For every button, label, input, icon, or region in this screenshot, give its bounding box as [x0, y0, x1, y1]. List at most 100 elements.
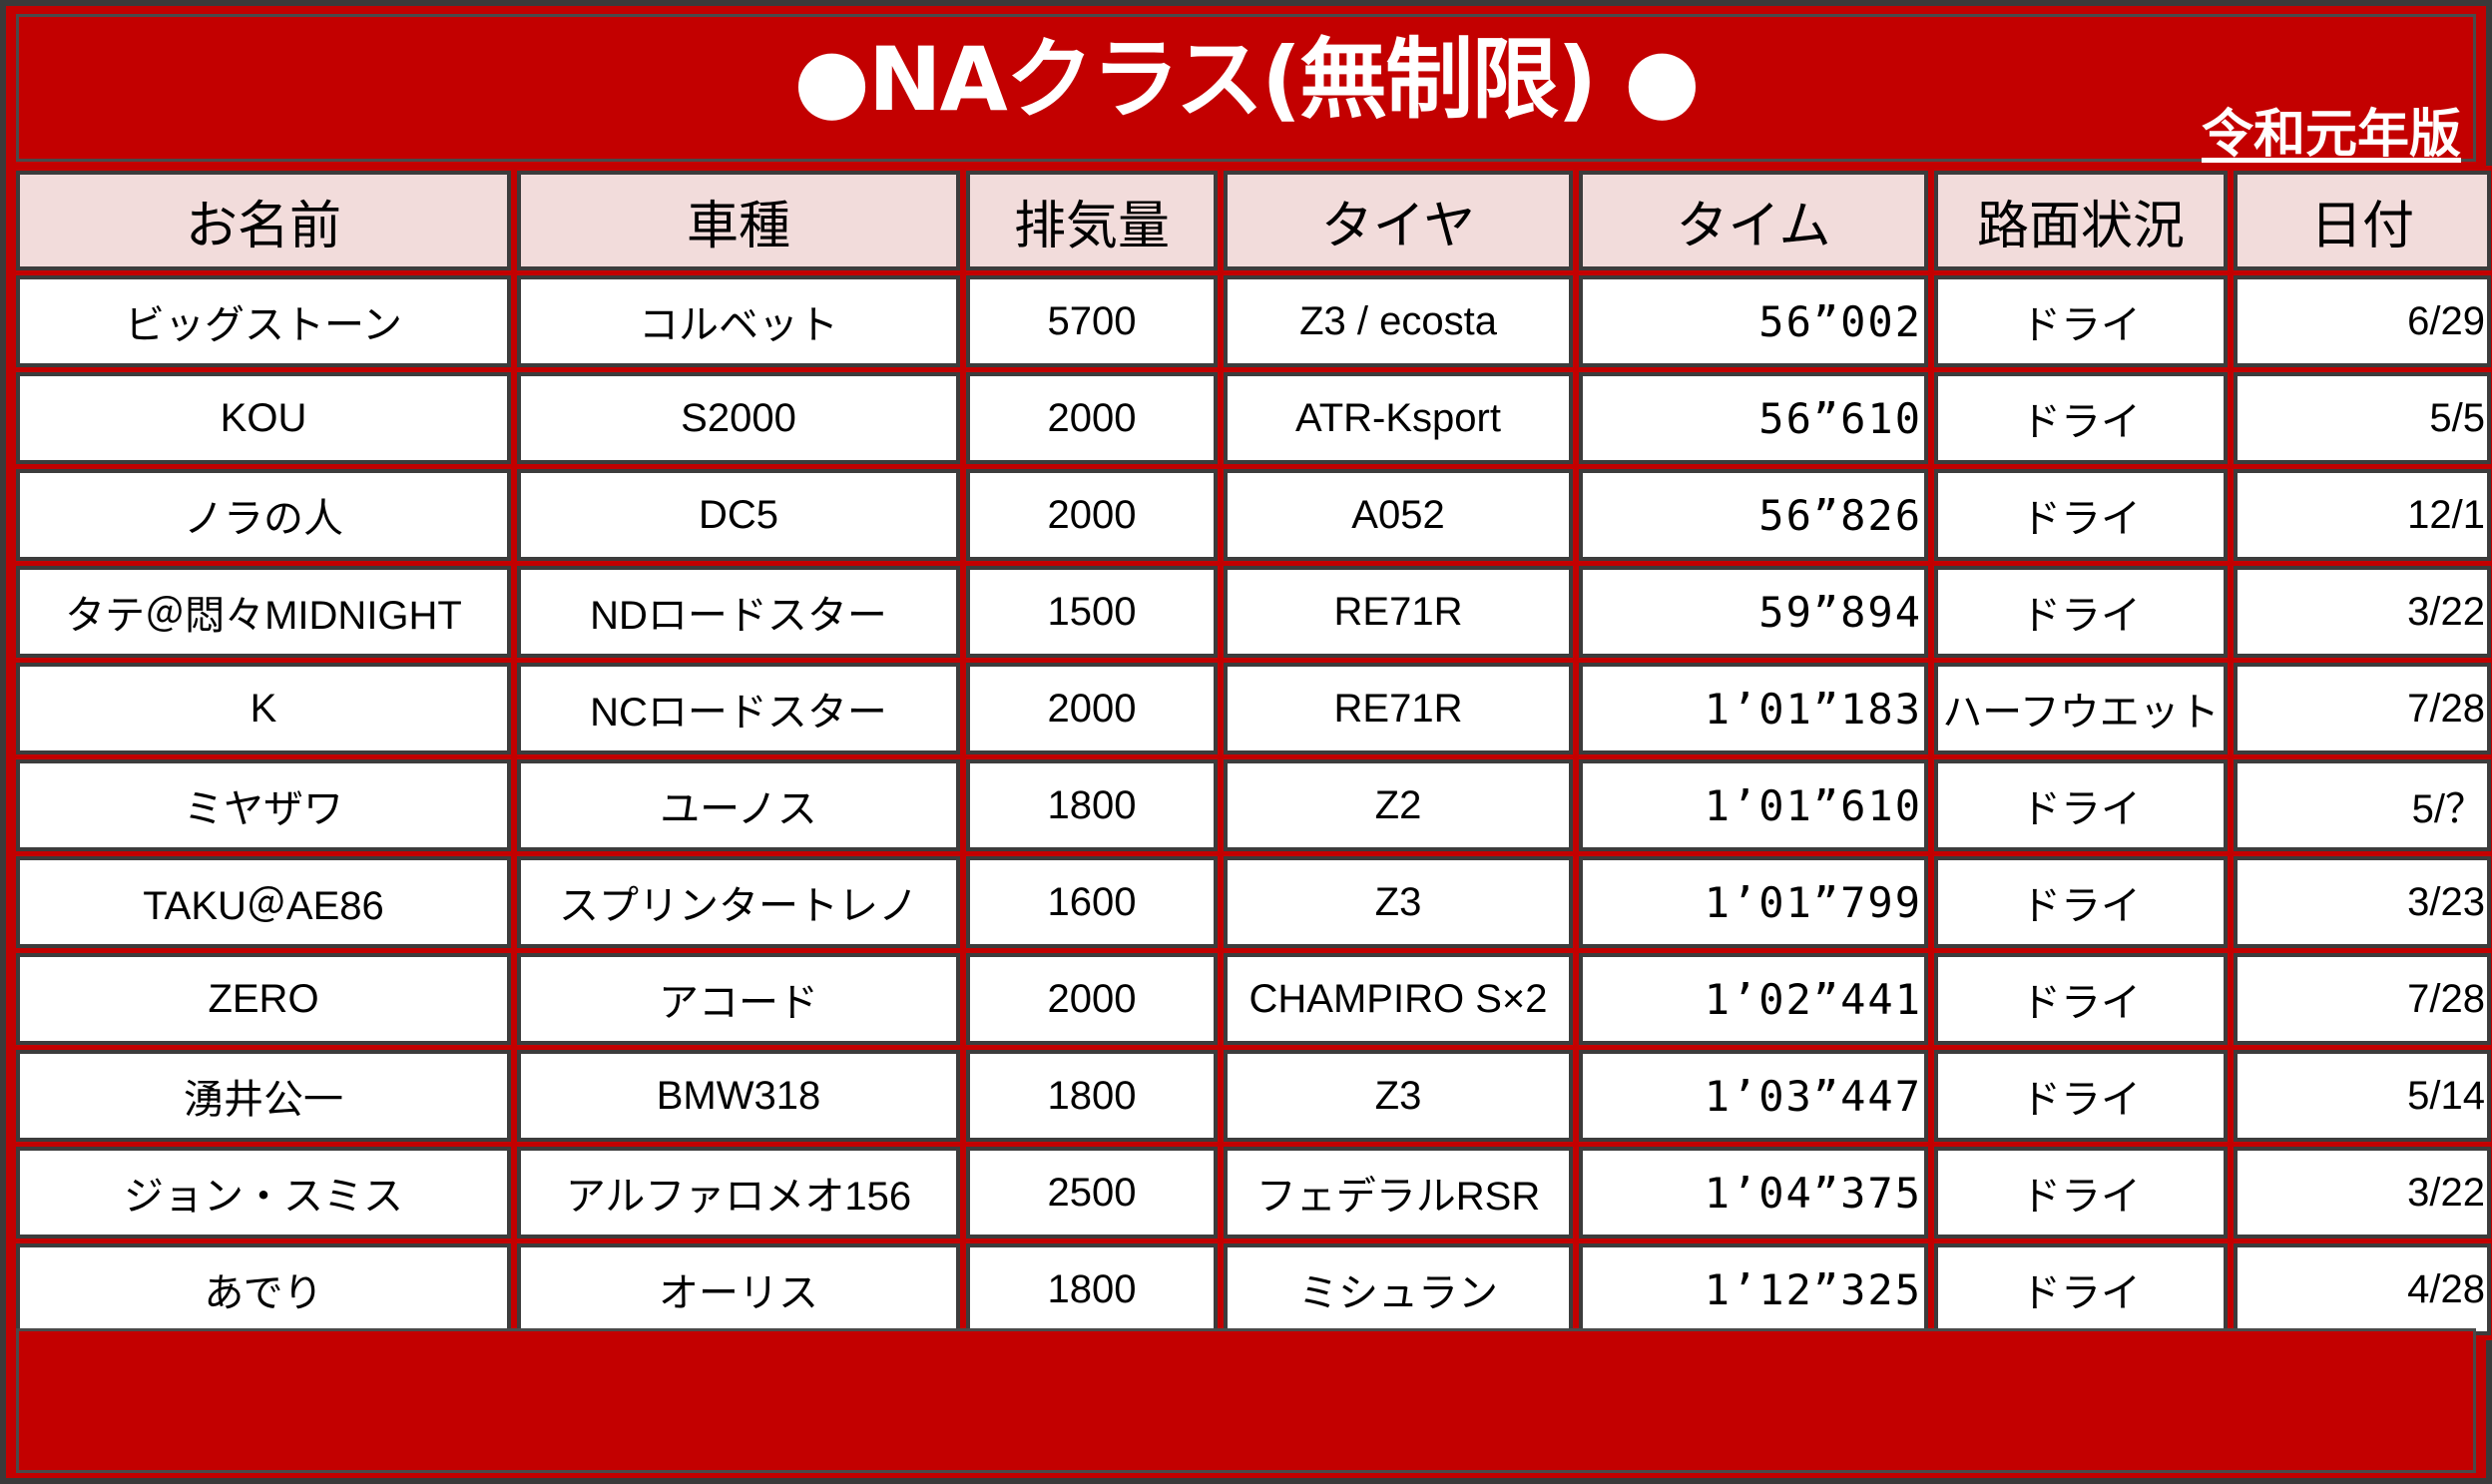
cell-surface: ドライ — [1934, 1243, 2228, 1335]
cell-date: 7/28 — [2234, 953, 2491, 1045]
table-row: ZERO アコード 2000 CHAMPIRO S×2 1’02”441 ドライ… — [16, 953, 2491, 1045]
edition-label: 令和元年版 — [2201, 105, 2461, 165]
cell-date: 3/23 — [2234, 856, 2491, 948]
cell-time: 1’03”447 — [1579, 1050, 1928, 1142]
cell-surface: ドライ — [1934, 759, 2228, 851]
cell-name: ジョン・スミス — [16, 1147, 511, 1238]
cell-date: 12/1 — [2234, 469, 2491, 561]
table-row: タテ＠悶々MIDNIGHT NDロードスター 1500 RE71R 59”894… — [16, 566, 2491, 658]
table-row: KOU S2000 2000 ATR-Ksport 56”610 ドライ 5/5 — [16, 372, 2491, 464]
cell-tire: A052 — [1224, 469, 1573, 561]
cell-date: 5/5 — [2234, 372, 2491, 464]
column-header-time: タイム — [1579, 171, 1928, 270]
cell-name: TAKU＠AE86 — [16, 856, 511, 948]
cell-displacement: 2000 — [966, 469, 1218, 561]
cell-tire: CHAMPIRO S×2 — [1224, 953, 1573, 1045]
cell-name: タテ＠悶々MIDNIGHT — [16, 566, 511, 658]
column-header-car: 車種 — [517, 171, 960, 270]
cell-car: NDロードスター — [517, 566, 960, 658]
cell-displacement: 1800 — [966, 1050, 1218, 1142]
footer-banner — [16, 1328, 2476, 1473]
cell-name: ZERO — [16, 953, 511, 1045]
column-header-displacement: 排気量 — [966, 171, 1218, 270]
cell-time: 1’04”375 — [1579, 1147, 1928, 1238]
cell-car: アルファロメオ156 — [517, 1147, 960, 1238]
cell-car: BMW318 — [517, 1050, 960, 1142]
table-header-row: お名前 車種 排気量 タイヤ タイム 路面状況 日付 — [16, 171, 2491, 270]
table-row: 湧井公一 BMW318 1800 Z3 1’03”447 ドライ 5/14 — [16, 1050, 2491, 1142]
cell-tire: Z2 — [1224, 759, 1573, 851]
cell-time: 59”894 — [1579, 566, 1928, 658]
cell-car: オーリス — [517, 1243, 960, 1335]
cell-car: ユーノス — [517, 759, 960, 851]
table-row: ノラの人 DC5 2000 A052 56”826 ドライ 12/1 — [16, 469, 2491, 561]
cell-tire: Z3 — [1224, 1050, 1573, 1142]
cell-tire: Z3 — [1224, 856, 1573, 948]
cell-time: 1’01”610 — [1579, 759, 1928, 851]
cell-surface: ドライ — [1934, 1050, 2228, 1142]
column-header-surface: 路面状況 — [1934, 171, 2228, 270]
cell-time: 56”826 — [1579, 469, 1928, 561]
cell-car: DC5 — [517, 469, 960, 561]
cell-displacement: 2000 — [966, 953, 1218, 1045]
table-row: ビッグストーン コルベット 5700 Z3 / ecosta 56”002 ドラ… — [16, 275, 2491, 367]
cell-tire: Z3 / ecosta — [1224, 275, 1573, 367]
cell-tire: RE71R — [1224, 566, 1573, 658]
cell-name: KOU — [16, 372, 511, 464]
cell-date: 4/28 — [2234, 1243, 2491, 1335]
column-header-tire: タイヤ — [1224, 171, 1573, 270]
cell-tire: ミシュラン — [1224, 1243, 1573, 1335]
cell-displacement: 2500 — [966, 1147, 1218, 1238]
cell-surface: ドライ — [1934, 275, 2228, 367]
cell-time: 56”610 — [1579, 372, 1928, 464]
cell-name: ビッグストーン — [16, 275, 511, 367]
cell-surface: ドライ — [1934, 469, 2228, 561]
cell-car: アコード — [517, 953, 960, 1045]
cell-displacement: 1500 — [966, 566, 1218, 658]
table-row: ジョン・スミス アルファロメオ156 2500 フェデラルRSR 1’04”37… — [16, 1147, 2491, 1238]
cell-displacement: 1600 — [966, 856, 1218, 948]
cell-name: あでり — [16, 1243, 511, 1335]
cell-displacement: 2000 — [966, 663, 1218, 754]
cell-car: NCロードスター — [517, 663, 960, 754]
table-row: TAKU＠AE86 スプリンタートレノ 1600 Z3 1’01”799 ドライ… — [16, 856, 2491, 948]
table-body: ビッグストーン コルベット 5700 Z3 / ecosta 56”002 ドラ… — [16, 275, 2491, 1335]
cell-date: 5/14 — [2234, 1050, 2491, 1142]
cell-surface: ドライ — [1934, 1147, 2228, 1238]
cell-tire: ATR-Ksport — [1224, 372, 1573, 464]
cell-time: 1’01”183 — [1579, 663, 1928, 754]
cell-displacement: 5700 — [966, 275, 1218, 367]
cell-name: K — [16, 663, 511, 754]
table-row: あでり オーリス 1800 ミシュラン 1’12”325 ドライ 4/28 — [16, 1243, 2491, 1335]
cell-displacement: 1800 — [966, 759, 1218, 851]
cell-date: 3/22 — [2234, 1147, 2491, 1238]
cell-surface: ハーフウエット — [1934, 663, 2228, 754]
table-row: ミヤザワ ユーノス 1800 Z2 1’01”610 ドライ 5/？ — [16, 759, 2491, 851]
results-table: お名前 車種 排気量 タイヤ タイム 路面状況 日付 ビッグストーン コルベット… — [10, 166, 2492, 1340]
cell-name: ミヤザワ — [16, 759, 511, 851]
cell-date: 3/22 — [2234, 566, 2491, 658]
cell-time: 56”002 — [1579, 275, 1928, 367]
table-row: K NCロードスター 2000 RE71R 1’01”183 ハーフウエット 7… — [16, 663, 2491, 754]
cell-car: S2000 — [517, 372, 960, 464]
cell-car: コルベット — [517, 275, 960, 367]
cell-surface: ドライ — [1934, 953, 2228, 1045]
cell-surface: ドライ — [1934, 856, 2228, 948]
cell-displacement: 1800 — [966, 1243, 1218, 1335]
page-title: ●NAクラス(無制限) ● — [793, 28, 1701, 131]
cell-surface: ドライ — [1934, 566, 2228, 658]
cell-time: 1’02”441 — [1579, 953, 1928, 1045]
cell-name: 湧井公一 — [16, 1050, 511, 1142]
column-header-date: 日付 — [2234, 171, 2491, 270]
title-banner: ●NAクラス(無制限) ● 令和元年版 — [16, 14, 2476, 165]
cell-car: スプリンタートレノ — [517, 856, 960, 948]
cell-date: 6/29 — [2234, 275, 2491, 367]
cell-date: 7/28 — [2234, 663, 2491, 754]
cell-name: ノラの人 — [16, 469, 511, 561]
cell-displacement: 2000 — [966, 372, 1218, 464]
cell-tire: RE71R — [1224, 663, 1573, 754]
column-header-name: お名前 — [16, 171, 511, 270]
cell-tire: フェデラルRSR — [1224, 1147, 1573, 1238]
cell-date: 5/？ — [2234, 759, 2491, 851]
